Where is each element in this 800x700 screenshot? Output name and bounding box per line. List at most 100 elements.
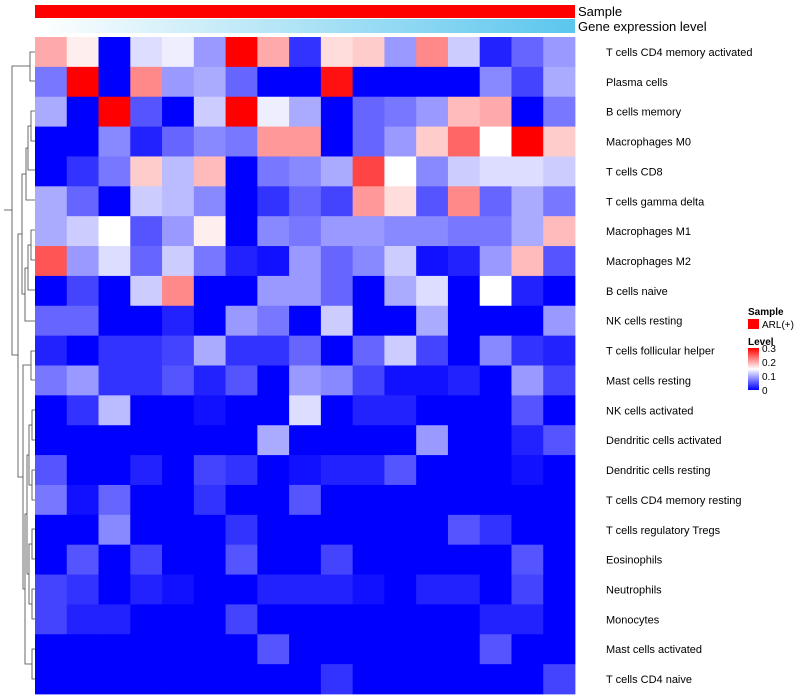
heatmap-cell xyxy=(193,664,226,695)
heatmap-cell xyxy=(416,246,449,277)
row-label: Macrophages M2 xyxy=(606,256,691,268)
heatmap-cell xyxy=(352,335,385,366)
heatmap-cell xyxy=(543,246,576,277)
heatmap-cell xyxy=(130,574,163,605)
heatmap-cell xyxy=(352,425,385,456)
heatmap-cell xyxy=(193,604,226,635)
heatmap-cell xyxy=(257,275,290,307)
heatmap-cell xyxy=(66,574,99,605)
heatmap-cell xyxy=(257,335,290,366)
heatmap-cell xyxy=(352,216,385,247)
heatmap-cell xyxy=(225,66,258,98)
heatmap-cell xyxy=(35,634,68,665)
heatmap-cell xyxy=(66,544,99,575)
heatmap-cell xyxy=(257,514,290,546)
heatmap-cell xyxy=(320,544,354,575)
heatmap-cell xyxy=(193,335,226,366)
heatmap-cell xyxy=(479,425,512,456)
heatmap-cell xyxy=(66,126,99,157)
row-label: Dendritic cells activated xyxy=(606,435,722,447)
heatmap-cell xyxy=(289,126,322,157)
heatmap-cell xyxy=(66,186,99,217)
heatmap-cell xyxy=(384,156,417,187)
heatmap-cell xyxy=(416,126,449,157)
heatmap-cell xyxy=(257,634,290,665)
heatmap-cell xyxy=(479,96,512,127)
heatmap-cell xyxy=(289,305,322,337)
legend: Sample ARL(+) Level 0.3 0.2 0.1 0 xyxy=(748,307,794,397)
heatmap-cell xyxy=(447,544,481,575)
heatmap-cell xyxy=(384,37,417,68)
heatmap-cell xyxy=(416,305,449,337)
heatmap-cell xyxy=(511,186,544,217)
heatmap-cell xyxy=(384,574,417,605)
heatmap-cell xyxy=(130,66,163,98)
heatmap-cell xyxy=(66,216,99,247)
heatmap-cell xyxy=(289,275,322,307)
heatmap-cell xyxy=(162,544,195,575)
heatmap-cells xyxy=(35,37,576,695)
heatmap-cell xyxy=(384,544,417,575)
heatmap-cell xyxy=(447,604,481,635)
heatmap-cell xyxy=(193,514,226,546)
heatmap-cell xyxy=(511,66,544,98)
heatmap-cell xyxy=(447,365,481,396)
heatmap-cell xyxy=(352,514,385,546)
heatmap-cell xyxy=(543,544,576,575)
heatmap-cell xyxy=(479,305,512,337)
legend-level-title: Level xyxy=(748,337,774,348)
heatmap-cell xyxy=(352,395,385,426)
heatmap-cell xyxy=(257,484,290,516)
heatmap-cell xyxy=(320,216,354,247)
heatmap-cell xyxy=(416,335,449,366)
heatmap-cell xyxy=(511,455,544,486)
heatmap-cell xyxy=(225,186,258,217)
heatmap-cell xyxy=(35,216,68,247)
sample-annotation-label: Sample xyxy=(578,4,622,19)
heatmap-cell xyxy=(320,96,354,127)
heatmap-cell xyxy=(98,37,131,68)
heatmap-cell xyxy=(162,275,195,307)
heatmap-cell xyxy=(447,275,481,307)
heatmap-cell xyxy=(384,246,417,277)
row-label: T cells CD4 memory resting xyxy=(606,495,742,507)
heatmap-cell xyxy=(352,365,385,396)
heatmap-cell xyxy=(511,216,544,247)
heatmap-cell xyxy=(98,395,131,426)
heatmap-cell xyxy=(479,246,512,277)
heatmap-cell xyxy=(352,484,385,516)
heatmap-cell xyxy=(511,395,544,426)
heatmap-cell xyxy=(416,186,449,217)
legend-sample-swatch xyxy=(748,319,759,329)
row-label: Plasma cells xyxy=(606,77,668,89)
heatmap-cell xyxy=(416,604,449,635)
heatmap-cell xyxy=(162,395,195,426)
heatmap-cell xyxy=(447,37,481,68)
heatmap-cell xyxy=(193,484,226,516)
heatmap-cell xyxy=(384,305,417,337)
heatmap-cell xyxy=(130,395,163,426)
heatmap-cell xyxy=(130,126,163,157)
heatmap-cell xyxy=(257,305,290,337)
heatmap-cell xyxy=(98,484,131,516)
heatmap-cell xyxy=(225,275,258,307)
heatmap-cell xyxy=(320,246,354,277)
row-label: Mast cells activated xyxy=(606,644,702,656)
heatmap-cell xyxy=(257,216,290,247)
heatmap-cell xyxy=(289,514,322,546)
heatmap-cell xyxy=(479,365,512,396)
legend-ticks: 0.3 0.2 0.1 0 xyxy=(762,344,776,397)
legend-sample-entry: ARL(+) xyxy=(762,320,794,331)
heatmap-cell xyxy=(130,365,163,396)
heatmap-cell xyxy=(225,514,258,546)
heatmap-cell xyxy=(352,275,385,307)
row-label: T cells follicular helper xyxy=(606,346,715,358)
heatmap-cell xyxy=(543,574,576,605)
heatmap-cell xyxy=(162,305,195,337)
heatmap-cell xyxy=(416,156,449,187)
heatmap-cell xyxy=(289,664,322,695)
heatmap-cell xyxy=(162,484,195,516)
heatmap-cell xyxy=(225,37,258,68)
heatmap-cell xyxy=(352,305,385,337)
heatmap-cell xyxy=(35,305,68,337)
